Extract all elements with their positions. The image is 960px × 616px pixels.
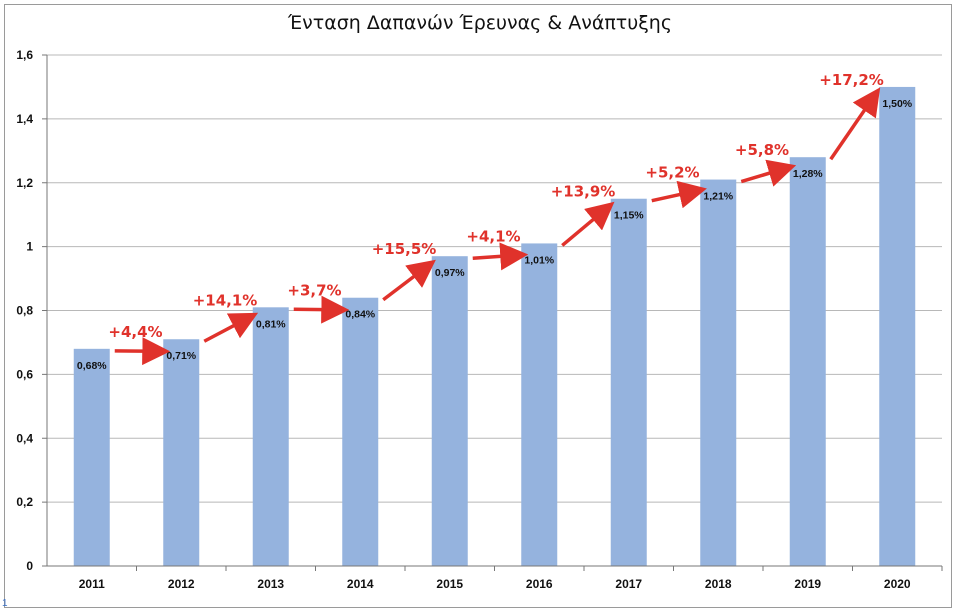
x-tick-label: 2015 (436, 577, 463, 591)
growth-arrow (382, 259, 436, 302)
data-label: 1,28% (793, 168, 823, 180)
bar-2011 (73, 348, 110, 566)
y-tick-label: 0,4 (16, 431, 33, 445)
y-tick-label: 0,8 (16, 304, 33, 318)
growth-label: +4,1% (466, 227, 520, 245)
growth-label: +15,5% (372, 240, 437, 258)
data-label: 0,97% (435, 267, 465, 279)
data-label: 1,50% (882, 98, 912, 110)
data-labels: 0,68% 0,71% 0,81% 0,84% 0,97% 1,01% 1,15% 1,21%… (77, 98, 913, 372)
growth-label: +5,8% (735, 141, 789, 159)
bar-2018 (700, 179, 737, 566)
growth-label: +4,4% (108, 323, 162, 341)
bar-2020 (879, 86, 916, 566)
bar-2016 (521, 243, 558, 566)
growth-arrow (740, 159, 797, 187)
x-tick-label: 2017 (615, 577, 642, 591)
growth-label: +17,2% (819, 71, 884, 89)
data-label: 0,81% (256, 318, 286, 330)
page-number: 1 (2, 598, 8, 609)
data-label: 1,01% (524, 254, 554, 266)
data-label: 0,71% (166, 350, 196, 362)
y-tick-label: 1,6 (16, 48, 33, 62)
bar-2014 (342, 297, 379, 566)
growth-arrow (561, 201, 615, 247)
growth-arrow (472, 242, 529, 271)
x-tick-label: 2020 (884, 577, 911, 591)
growth-label: +3,7% (287, 281, 341, 299)
data-label: 1,15% (614, 210, 644, 222)
y-tick-label: 0,6 (16, 367, 33, 381)
bar-2012 (163, 339, 200, 566)
bar-2013 (252, 307, 289, 566)
growth-label: +13,9% (551, 183, 616, 201)
growth-arrow (651, 180, 707, 209)
x-tick-label: 2019 (794, 577, 821, 591)
growth-arrow (203, 312, 259, 343)
growth-label: +5,2% (645, 164, 699, 182)
y-tick-label: 1,2 (16, 176, 33, 190)
bars (73, 86, 916, 566)
y-tick-label: 1,4 (16, 112, 33, 126)
data-label: 0,84% (345, 309, 375, 321)
data-label: 0,68% (77, 360, 107, 372)
x-tick-label: 2012 (168, 577, 195, 591)
bar-2019 (789, 157, 826, 566)
chart-title: Ένταση Δαπανών Έρευνας & Ανάπτυξης (287, 12, 673, 34)
x-tick-label: 2018 (705, 577, 732, 591)
x-tick-label: 2014 (347, 577, 374, 591)
y-tick-label: 0 (26, 559, 33, 573)
y-tick-label: 1 (26, 240, 33, 254)
x-tick-label: 2013 (257, 577, 284, 591)
growth-label: +14,1% (193, 291, 258, 309)
x-tick-label: 2011 (79, 577, 105, 591)
y-tick-label: 0,2 (16, 495, 33, 509)
growth-arrow (829, 87, 881, 161)
growth-annotations: +4,4% +14,1% +3,7% +15,5% +4,1% +13,9% +5,2% +5… (108, 71, 884, 366)
bar-2015 (431, 256, 468, 566)
data-label: 1,21% (703, 191, 733, 203)
axes: 0 0,2 0,4 0,6 0,8 1 1,2 1,4 1,6 2011 2012 2013 2014 2… (16, 48, 943, 591)
x-tick-label: 2016 (526, 577, 553, 591)
bar-2017 (610, 198, 647, 566)
